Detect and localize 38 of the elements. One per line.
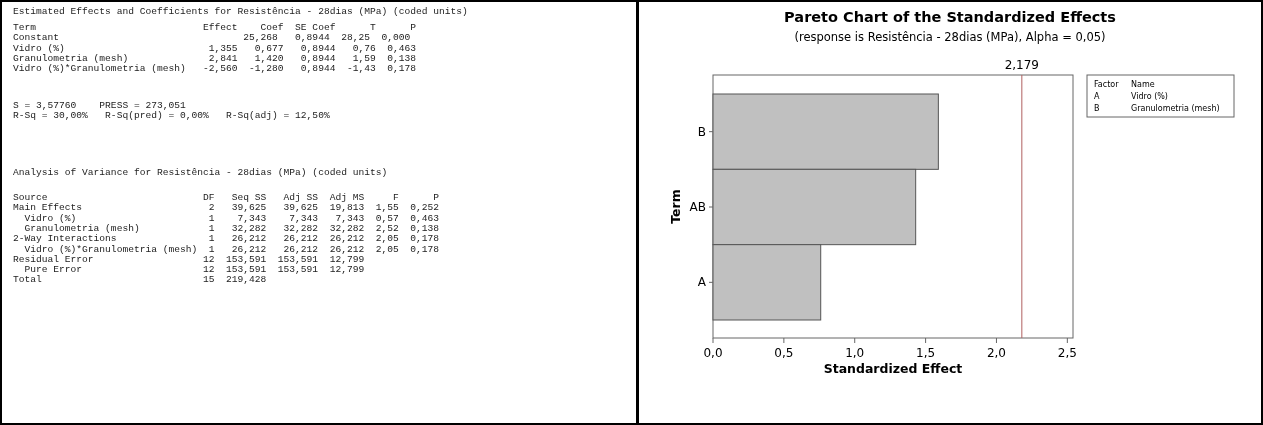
text: Term Effect Coef SE Coef T P <box>13 22 417 33</box>
y-tick-label: B <box>697 124 706 139</box>
source-note: Source DF Seq SS Adj SS Adj MS F P <box>13 192 440 203</box>
text: Pure Error 12 153,591 153,591 12,799 <box>13 264 365 276</box>
text: Vidro (%) <box>1131 92 1168 101</box>
text: R-Sq = 30,00% R-Sq(pred) = 0,00% R-Sq(adj) = 12,50% <box>13 110 330 122</box>
chart-subtitle: (response is Resistência - 28dias (MPa), Alpha = 0,05) <box>794 30 1106 44</box>
text: Estimated Effects and Coefficients for Resistência - 28dias (MPa) (coded units) <box>13 6 468 17</box>
x-tick-label: 0,5 <box>774 346 794 360</box>
text: 2-Way Interactions 1 26,212 26,212 26,212 2,05 0,178 <box>13 233 440 245</box>
ref-line-label: 2,179 <box>1004 58 1040 72</box>
text: Main Effects 2 39,625 39,625 19,813 1,55 0,252 <box>13 202 440 214</box>
x-tick-label: 1,5 <box>916 346 936 360</box>
text: Analysis of Variance for Resistência - 28dias (MPa) (coded units) <box>13 167 388 178</box>
y-axis-title: Term <box>668 189 683 224</box>
text: Granulometria (mesh) 2,841 1,420 0,8944 1,59 0,138 <box>13 52 417 64</box>
chart-title: Pareto Chart of the Standardized Effects <box>784 9 1116 25</box>
text: S = 3,57760 PRESS = 273,051 <box>13 100 186 111</box>
text: A <box>1094 92 1100 101</box>
text: Residual Error 12 153,591 153,591 12,799 <box>13 253 365 265</box>
x-axis-title: Standardized Effect <box>823 361 963 376</box>
text: Constant 25,268 0,8944 28,25 0,000 <box>13 32 411 44</box>
x-tick-label: 2,0 <box>986 346 1007 360</box>
text: Total 15 219,428 <box>13 274 267 286</box>
text: B <box>1094 104 1100 113</box>
text: Vidro (%)*Granulometria (mesh) 1 26,212 26,212 26,212 2,05 0,178 <box>13 243 440 255</box>
text: Vidro (%) 1,355 0,677 0,8944 0,76 0,463 <box>13 42 417 54</box>
text: Factor <box>1094 80 1120 89</box>
text: Vidro (%) 1 7,343 7,343 7,343 0,57 0,463 <box>13 212 440 224</box>
x-tick-label: 0,0 <box>703 346 723 360</box>
y-tick-label: AB <box>689 200 706 214</box>
x-tick-label: 2,5 <box>1057 346 1077 360</box>
text: Granulometria (mesh) <box>1131 104 1220 113</box>
text: Name <box>1131 80 1155 89</box>
x-tick-label: 1,0 <box>845 346 865 360</box>
text: Granulometria (mesh) 1 32,282 32,282 32,282 2,52 0,138 <box>13 222 440 234</box>
y-tick-label: A <box>697 275 707 290</box>
text: Vidro (%)*Granulometria (mesh) -2,560 -1,280 0,8944 -1,43 0,178 <box>13 63 417 75</box>
